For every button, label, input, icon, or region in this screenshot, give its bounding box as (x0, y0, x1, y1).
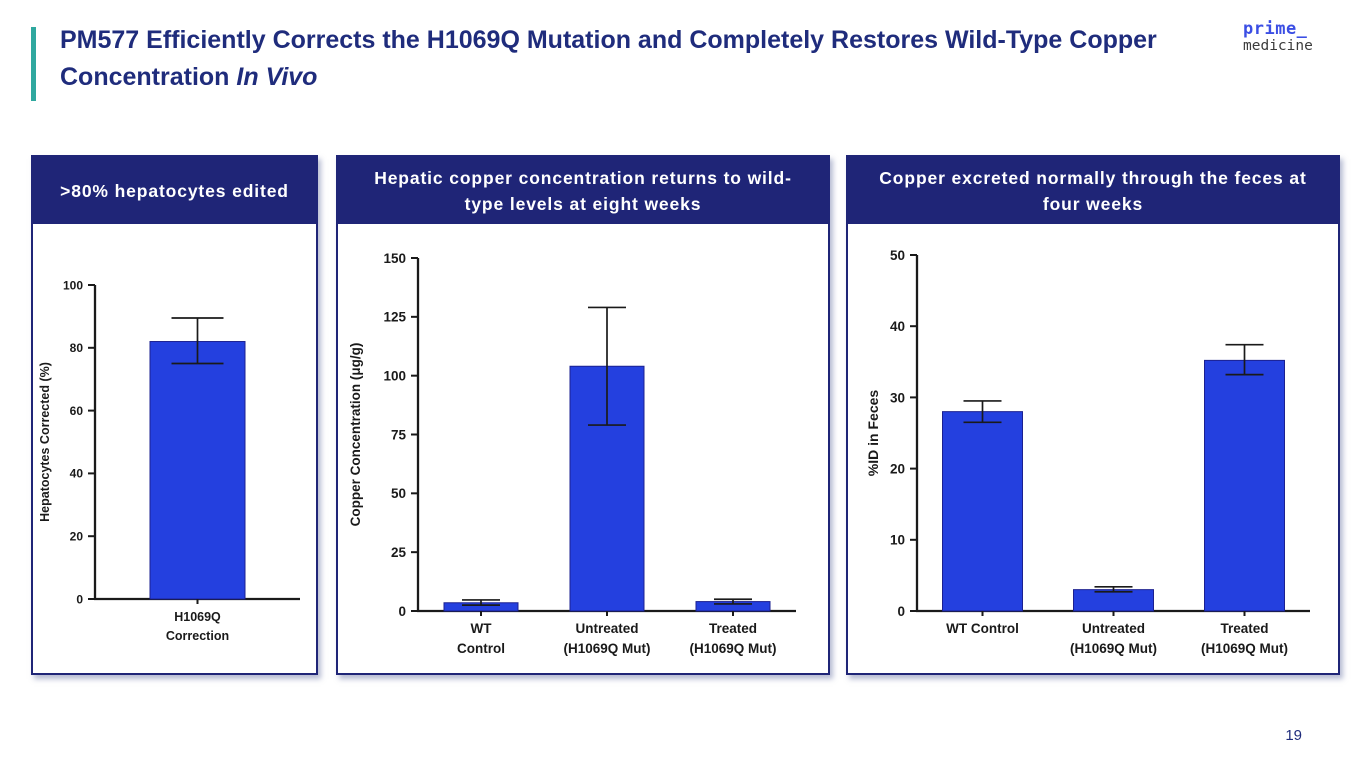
svg-text:100: 100 (63, 278, 83, 292)
svg-text:WT Control: WT Control (946, 621, 1019, 636)
svg-text:Untreated: Untreated (575, 621, 638, 636)
slide-title-text: PM577 Efficiently Corrects the H1069Q Mu… (60, 26, 1157, 91)
svg-text:125: 125 (383, 310, 406, 325)
svg-text:H1069Q: H1069Q (174, 610, 221, 624)
panel-hepatic-copper: Hepatic copper concentration returns to … (336, 155, 830, 675)
title-accent-bar (31, 27, 36, 101)
svg-text:(H1069Q Mut): (H1069Q Mut) (1201, 641, 1288, 656)
slide-title: PM577 Efficiently Corrects the H1069Q Mu… (60, 22, 1210, 96)
slide-title-italic: In Vivo (236, 63, 318, 91)
svg-text:0: 0 (398, 604, 406, 619)
svg-text:%ID in Feces: %ID in Feces (865, 390, 881, 477)
panel-fecal-copper: Copper excreted normally through the fec… (846, 155, 1340, 675)
bar-chart-canvas: 0 10 20 30 40 50 WT Control Untreated (H1069Q Mu… (865, 248, 1310, 656)
svg-text:100: 100 (383, 369, 406, 384)
svg-text:20: 20 (70, 530, 84, 544)
svg-text:80: 80 (70, 341, 84, 355)
page-number: 19 (1285, 727, 1302, 744)
hepatocytes-corrected-bar-chart: 0 20 40 60 80 100 H1069Q Correction Hepatocytes … (33, 242, 316, 672)
svg-text:0: 0 (76, 592, 83, 606)
svg-text:50: 50 (890, 248, 905, 263)
prime-medicine-logo: prime_ medicine (1243, 21, 1313, 54)
svg-text:Treated: Treated (709, 621, 757, 636)
svg-text:0: 0 (897, 604, 905, 619)
svg-text:30: 30 (890, 390, 905, 405)
panel-hepatocytes-edited: >80% hepatocytes edited 0 20 40 60 80 100 H106… (31, 155, 318, 675)
svg-text:20: 20 (890, 461, 905, 476)
svg-text:60: 60 (70, 404, 84, 418)
svg-text:10: 10 (890, 533, 905, 548)
svg-text:(H1069Q Mut): (H1069Q Mut) (563, 641, 650, 656)
fecal-copper-bar-chart: 0 10 20 30 40 50 WT Control Untreated (H1069Q Mu… (848, 242, 1338, 672)
svg-text:(H1069Q Mut): (H1069Q Mut) (1070, 641, 1157, 656)
svg-text:Hepatocytes Corrected (%): Hepatocytes Corrected (%) (38, 362, 52, 522)
panel-header-hepatic-copper: Hepatic copper concentration returns to … (338, 157, 828, 224)
svg-text:(H1069Q Mut): (H1069Q Mut) (689, 641, 776, 656)
svg-text:Treated: Treated (1220, 621, 1268, 636)
svg-text:Correction: Correction (166, 629, 229, 643)
svg-text:40: 40 (890, 319, 905, 334)
svg-text:150: 150 (383, 251, 406, 266)
svg-text:Copper Concentration (μg/g): Copper Concentration (μg/g) (348, 343, 363, 527)
svg-text:75: 75 (391, 427, 407, 442)
logo-wordmark-medicine: medicine (1243, 38, 1313, 54)
logo-wordmark-prime: prime_ (1243, 19, 1308, 39)
svg-text:25: 25 (391, 545, 407, 560)
svg-text:Control: Control (457, 641, 505, 656)
bar-chart-canvas: 0 20 40 60 80 100 H1069Q Correction Hepatocytes … (38, 278, 300, 643)
bar-chart-canvas: 0 25 50 75 100 125 150 WT Control Untreated (H1069… (348, 251, 796, 656)
svg-text:Untreated: Untreated (1082, 621, 1145, 636)
svg-text:40: 40 (70, 467, 84, 481)
svg-text:WT: WT (471, 621, 493, 636)
copper-concentration-bar-chart: 0 25 50 75 100 125 150 WT Control Untreated (H1069… (338, 242, 828, 672)
svg-text:50: 50 (391, 486, 406, 501)
panel-header-fecal-copper: Copper excreted normally through the fec… (848, 157, 1338, 224)
panel-header-hepatocytes: >80% hepatocytes edited (33, 157, 316, 224)
